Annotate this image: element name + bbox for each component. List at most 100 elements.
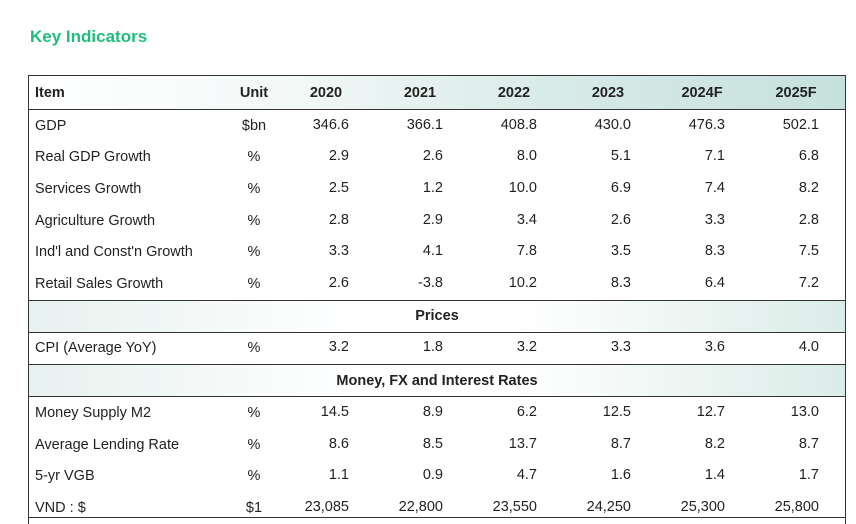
row-value: 8.3	[704, 243, 725, 260]
row-value: 430.0	[594, 116, 631, 133]
row-value: 0.9	[422, 467, 443, 484]
prices-group: CPI (Average YoY)% 3.2 1.8 3.2 3.3 3.6 4.0	[29, 333, 845, 365]
header-year: 2025F	[775, 84, 817, 101]
row-value: 2.6	[422, 148, 443, 165]
table-row: GDP $bn 346.6 366.1 408.8 430.0 476.3 502.1	[29, 110, 845, 142]
row-value: 476.3	[688, 116, 725, 133]
row-value: 8.7	[610, 435, 631, 452]
row-label: Retail Sales Growth	[35, 275, 164, 292]
row-value: 8.5	[422, 435, 443, 452]
table-row: Services Growth% 2.5 1.2 10.0 6.9 7.4 8.2	[29, 173, 845, 205]
row-value: 1.7	[798, 467, 819, 484]
row-value: 8.0	[516, 148, 537, 165]
row-value: 6.8	[798, 148, 819, 165]
header-year: 2024F	[681, 84, 723, 101]
row-value: 3.6	[704, 339, 725, 356]
row-value: 23,550	[492, 498, 537, 515]
row-value: 2.5	[328, 179, 349, 196]
table-row: CPI (Average YoY)% 3.2 1.8 3.2 3.3 3.6 4.0	[29, 333, 845, 365]
table-row: Retail Sales Growth% 2.6 -3.8 10.2 8.3 6.4 7.2	[29, 268, 845, 300]
row-label: Money Supply M2	[35, 404, 152, 421]
header-unit: Unit	[239, 84, 269, 101]
table-row: Money Supply M2% 14.5 8.9 6.2 12.5 12.7 13.0	[29, 397, 845, 429]
row-unit: $1	[245, 499, 263, 516]
row-value: 25,800	[774, 498, 819, 515]
row-value: 3.3	[704, 211, 725, 228]
row-label: Real GDP Growth	[35, 149, 151, 166]
section-header-prices: Prices	[29, 299, 845, 333]
table-row: Ind'l and Const'n Growth% 3.3 4.1 7.8 3.5 8.3…	[29, 236, 845, 268]
row-value: 7.5	[798, 243, 819, 260]
money-group: Money Supply M2% 14.5 8.9 6.2 12.5 12.7 13.0 Av…	[29, 397, 845, 523]
row-value: 8.3	[610, 274, 631, 291]
row-label: 5-yr VGB	[35, 468, 95, 485]
row-label: Ind'l and Const'n Growth	[35, 244, 193, 261]
row-unit: %	[247, 468, 261, 485]
row-value: 1.6	[610, 467, 631, 484]
row-value: 408.8	[500, 116, 537, 133]
row-value: 10.2	[508, 274, 537, 291]
row-value: 5.1	[610, 148, 631, 165]
row-value: 1.4	[704, 467, 725, 484]
row-value: 502.1	[782, 116, 819, 133]
row-value: 12.7	[696, 403, 725, 420]
row-label: Average Lending Rate	[35, 436, 180, 453]
row-value: 3.3	[328, 243, 349, 260]
row-value: 6.4	[704, 274, 725, 291]
row-value: 1.8	[422, 339, 443, 356]
row-value: 7.4	[704, 179, 725, 196]
row-value: 8.6	[328, 435, 349, 452]
row-value: 13.7	[508, 435, 537, 452]
row-label: CPI (Average YoY)	[35, 340, 157, 357]
row-value: 4.7	[516, 467, 537, 484]
table-row: Agriculture Growth% 2.8 2.9 3.4 2.6 3.3 2.8	[29, 205, 845, 237]
row-value: 2.8	[328, 211, 349, 228]
row-unit: %	[247, 244, 261, 261]
row-value: 2.9	[328, 148, 349, 165]
table-header-row: Item Unit 2020 2021 2022 2023 2024F 2025…	[29, 76, 845, 110]
row-value: 7.8	[516, 243, 537, 260]
row-value: 346.6	[312, 116, 349, 133]
row-value: 1.2	[422, 179, 443, 196]
table-row: Real GDP Growth% 2.9 2.6 8.0 5.1 7.1 6.8	[29, 142, 845, 174]
row-unit: %	[247, 212, 261, 229]
row-value: 13.0	[790, 403, 819, 420]
table-row: 5-yr VGB% 1.1 0.9 4.7 1.6 1.4 1.7	[29, 460, 845, 492]
header-year: 2022	[497, 84, 531, 101]
row-value: 4.1	[422, 243, 443, 260]
main-indicators-group: GDP $bn 346.6 366.1 408.8 430.0 476.3 502.1 Real…	[29, 110, 845, 300]
row-value: 3.2	[328, 339, 349, 356]
page-title: Key Indicators	[30, 27, 148, 46]
row-value: 8.7	[798, 435, 819, 452]
row-unit: %	[247, 180, 261, 197]
row-value: 8.2	[704, 435, 725, 452]
row-value: -3.8	[418, 274, 443, 291]
row-value: 3.5	[610, 243, 631, 260]
row-value: 25,300	[680, 498, 725, 515]
row-value: 8.2	[798, 179, 819, 196]
row-value: 6.2	[516, 403, 537, 420]
row-value: 2.6	[610, 211, 631, 228]
row-value: 12.5	[602, 403, 631, 420]
row-value: 7.1	[704, 148, 725, 165]
row-unit: %	[247, 404, 261, 421]
row-value: 23,085	[304, 498, 349, 515]
row-unit: $bn	[241, 117, 267, 134]
table-row: VND : $ $1 23,085 22,800 23,550 24,250 25,300 2…	[29, 492, 845, 524]
row-value: 3.2	[516, 339, 537, 356]
row-value: 7.2	[798, 274, 819, 291]
row-unit: %	[247, 149, 261, 166]
row-unit: %	[247, 436, 261, 453]
row-value: 3.3	[610, 339, 631, 356]
row-value: 4.0	[798, 339, 819, 356]
row-value: 2.8	[798, 211, 819, 228]
key-indicators-table: Item Unit 2020 2021 2022 2023 2024F 2025…	[28, 75, 846, 524]
row-value: 366.1	[406, 116, 443, 133]
row-value: 8.9	[422, 403, 443, 420]
header-year: 2020	[309, 84, 343, 101]
row-value: 14.5	[320, 403, 349, 420]
header-year: 2023	[591, 84, 625, 101]
row-value: 3.4	[516, 211, 537, 228]
table-row: Average Lending Rate% 8.6 8.5 13.7 8.7 8.2 8.7	[29, 429, 845, 461]
row-value: 22,800	[398, 498, 443, 515]
